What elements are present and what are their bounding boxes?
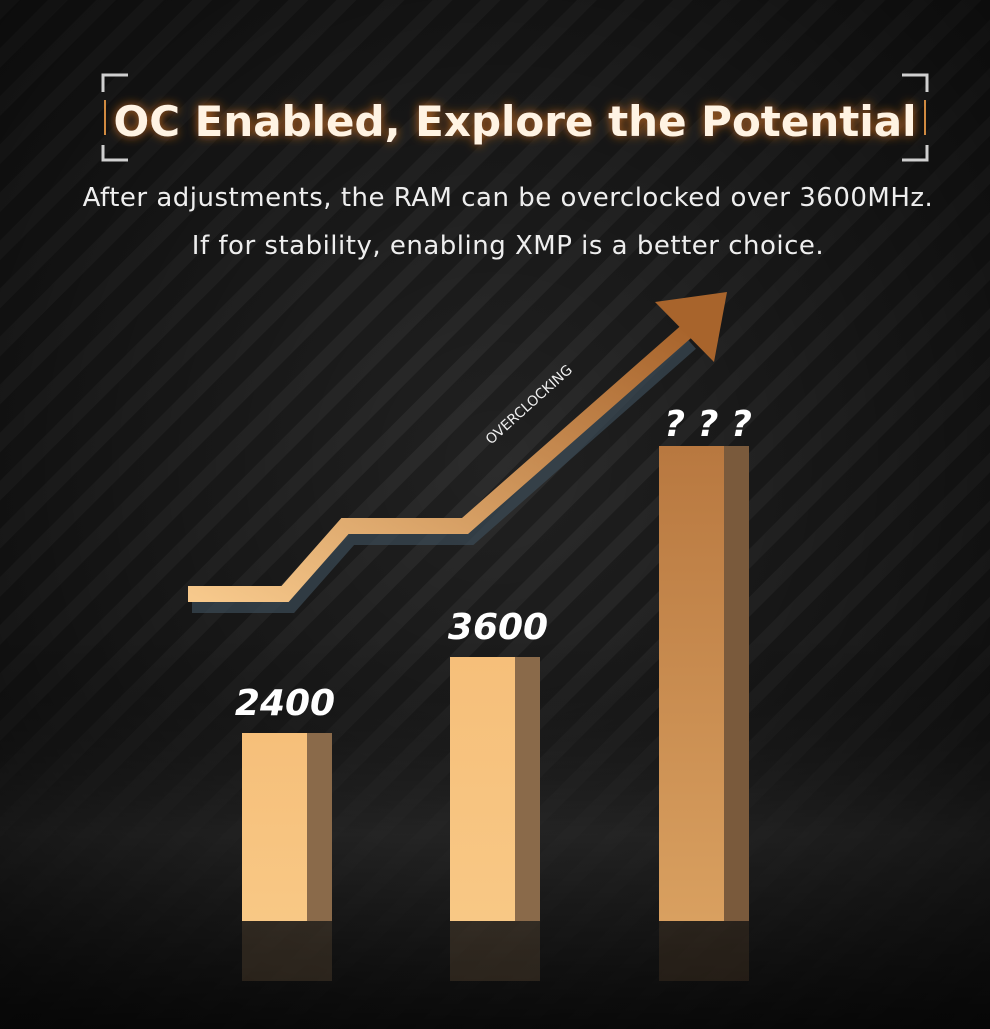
- bar-label: 2400: [235, 683, 335, 724]
- bar-label: ? ? ?: [664, 404, 752, 445]
- subtitle: If for stability, enabling XMP is a bett…: [192, 231, 824, 261]
- bar: [242, 733, 332, 981]
- bar: [659, 446, 749, 981]
- title: OC Enabled, Explore the Potential: [114, 97, 917, 146]
- title-frame: [101, 73, 929, 162]
- subtitle: After adjustments, the RAM can be overcl…: [83, 183, 934, 213]
- arrow: [188, 292, 727, 613]
- bar-label: 3600: [448, 607, 548, 648]
- bar: [450, 657, 540, 981]
